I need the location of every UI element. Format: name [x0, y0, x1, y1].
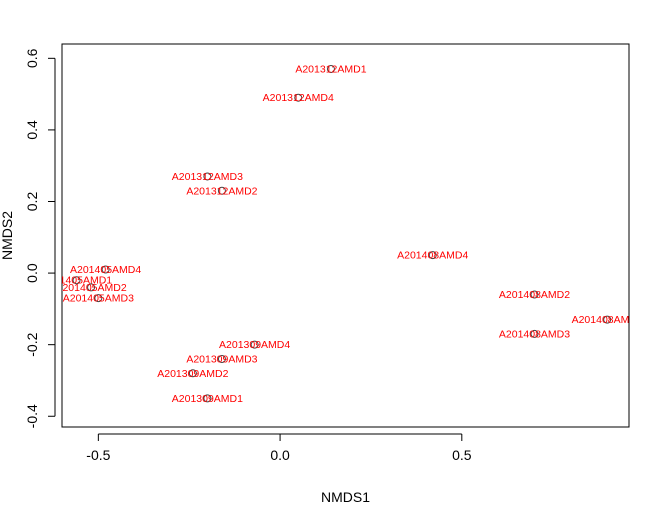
data-point — [188, 369, 197, 378]
x-tick-label: -0.5 — [86, 447, 110, 463]
plot-frame — [61, 43, 630, 428]
data-point-label: A201405AMD3 — [63, 293, 134, 305]
data-point-label: A201408AMD2 — [499, 289, 570, 301]
data-point-label: A201312AMD1 — [295, 64, 366, 76]
y-tick-label: 0.2 — [24, 192, 40, 212]
data-point — [87, 283, 96, 292]
y-tick-label: -0.4 — [24, 404, 40, 428]
y-axis-label: NMDS2 — [0, 211, 15, 260]
data-point — [326, 65, 335, 74]
x-tick-label: 0.5 — [452, 447, 472, 463]
data-point — [294, 93, 303, 102]
data-point-label: A201312AMD4 — [263, 92, 334, 104]
data-point — [428, 251, 437, 260]
data-point — [94, 294, 103, 303]
data-point-label: A201309AMD2 — [157, 368, 228, 380]
data-point-label: A201312AMD3 — [172, 171, 243, 183]
data-point-label: A201309AMD3 — [186, 353, 257, 365]
data-point-label: A201309AMD1 — [172, 393, 243, 405]
data-point — [72, 276, 81, 285]
data-point-label: A201408AMD4 — [397, 250, 468, 262]
data-point — [250, 340, 259, 349]
x-axis-label: NMDS1 — [321, 489, 370, 505]
y-tick-label: 0.4 — [24, 120, 40, 140]
data-point-label: A201405AMD1 — [41, 275, 112, 287]
data-point — [203, 394, 212, 403]
data-point-label: A201405AMD2 — [55, 282, 126, 294]
data-point — [530, 290, 539, 299]
data-point-label: A201309AMD4 — [219, 339, 290, 351]
y-tick-label: -0.2 — [24, 332, 40, 356]
y-tick-label: 0.0 — [24, 263, 40, 283]
data-point-label: A201408AMD1 — [572, 314, 643, 326]
y-tick-label: 0.6 — [24, 48, 40, 68]
data-point — [217, 186, 226, 195]
x-axis: -0.5 0.0 0.5 — [86, 433, 472, 463]
data-point — [203, 172, 212, 181]
data-points: A201312AMD1 A201312AMD4 A201312AMD3 A201312… — [41, 64, 643, 405]
data-point — [217, 354, 226, 363]
data-point — [101, 265, 110, 274]
data-point — [603, 315, 612, 324]
data-point — [530, 329, 539, 338]
data-point-label: A201408AMD3 — [499, 328, 570, 340]
data-point-label: A201405AMD4 — [70, 264, 141, 276]
y-axis: -0.4 -0.2 0.0 0.2 0.4 0.6 — [24, 48, 56, 428]
data-point-label: A201312AMD2 — [186, 185, 257, 197]
x-tick-label: 0.0 — [270, 447, 290, 463]
